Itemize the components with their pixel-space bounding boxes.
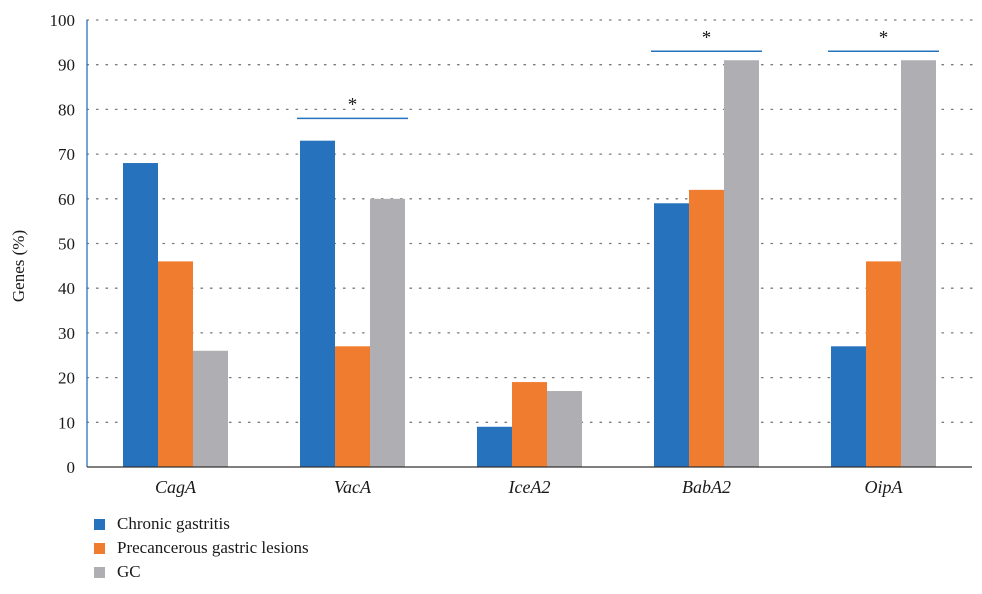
x-tick-label: BabA2 xyxy=(682,477,731,497)
bar xyxy=(547,391,582,467)
legend-swatch xyxy=(94,543,105,554)
y-tick-label: 60 xyxy=(58,190,75,209)
legend-label: Precancerous gastric lesions xyxy=(117,538,309,558)
x-tick-label: CagA xyxy=(155,477,197,497)
bar xyxy=(866,261,901,467)
legend-item-precancerous: Precancerous gastric lesions xyxy=(94,536,309,560)
bars xyxy=(123,60,936,467)
y-tick-label: 90 xyxy=(58,56,75,75)
bar xyxy=(831,346,866,467)
bar xyxy=(689,190,724,467)
significance-markers: * * * xyxy=(297,27,939,118)
y-tick-label: 80 xyxy=(58,100,75,119)
x-tick-label: OipA xyxy=(865,477,904,497)
bar xyxy=(123,163,158,467)
significance-asterisk: * xyxy=(702,27,712,48)
y-tick-label: 40 xyxy=(58,279,75,298)
y-tick-label: 70 xyxy=(58,145,75,164)
bar xyxy=(477,427,512,467)
significance-asterisk: * xyxy=(879,27,889,48)
legend-label: GC xyxy=(117,562,141,582)
legend-item-gc: GC xyxy=(94,560,309,584)
legend-swatch xyxy=(94,519,105,530)
legend-label: Chronic gastritis xyxy=(117,514,230,534)
significance-asterisk: * xyxy=(348,94,358,115)
y-tick-label: 100 xyxy=(50,11,76,30)
bar xyxy=(193,351,228,467)
legend-swatch xyxy=(94,567,105,578)
bar xyxy=(158,261,193,467)
y-axis-label: Genes (%) xyxy=(9,230,28,302)
bar xyxy=(300,141,335,467)
y-tick-label: 30 xyxy=(58,324,75,343)
bar-chart: 0 10 20 30 40 50 60 70 80 90 100 CagA VacA IceA2 BabA2… xyxy=(0,0,982,510)
bar xyxy=(724,60,759,467)
bar xyxy=(512,382,547,467)
bar xyxy=(335,346,370,467)
legend: Chronic gastritis Precancerous gastric l… xyxy=(94,512,309,584)
x-tick-label: IceA2 xyxy=(508,477,551,497)
bar xyxy=(901,60,936,467)
y-tick-label: 50 xyxy=(58,235,75,254)
legend-item-chronic-gastritis: Chronic gastritis xyxy=(94,512,309,536)
y-tick-label: 10 xyxy=(58,413,75,432)
y-tick-label: 20 xyxy=(58,369,75,388)
x-tick-label: VacA xyxy=(334,477,372,497)
bar xyxy=(370,199,405,467)
y-tick-label: 0 xyxy=(67,458,76,477)
bar xyxy=(654,203,689,467)
